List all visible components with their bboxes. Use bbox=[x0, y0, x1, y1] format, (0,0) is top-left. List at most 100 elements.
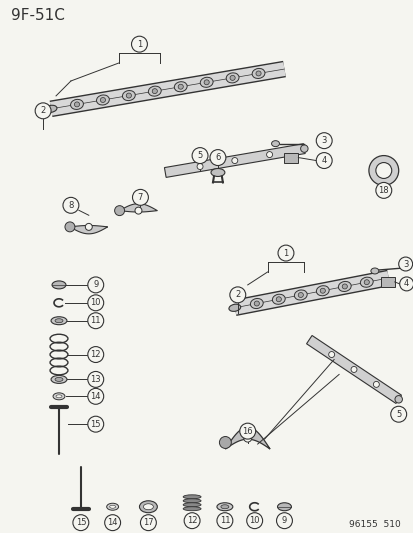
Ellipse shape bbox=[200, 77, 213, 87]
Circle shape bbox=[229, 287, 245, 303]
Circle shape bbox=[316, 133, 331, 149]
Text: 3: 3 bbox=[321, 136, 326, 145]
Circle shape bbox=[131, 36, 147, 52]
Ellipse shape bbox=[297, 293, 303, 297]
Ellipse shape bbox=[178, 84, 183, 89]
Bar bbox=[284, 152, 298, 163]
Circle shape bbox=[373, 382, 378, 387]
Circle shape bbox=[219, 437, 231, 448]
Circle shape bbox=[231, 158, 237, 164]
Circle shape bbox=[316, 152, 331, 168]
Ellipse shape bbox=[254, 301, 259, 306]
Text: 96155  510: 96155 510 bbox=[348, 520, 400, 529]
Text: 17: 17 bbox=[143, 518, 153, 527]
Circle shape bbox=[88, 389, 103, 404]
Ellipse shape bbox=[271, 141, 279, 147]
Text: 1: 1 bbox=[137, 39, 142, 49]
Text: 3: 3 bbox=[402, 260, 407, 269]
Text: 14: 14 bbox=[90, 392, 101, 401]
Circle shape bbox=[276, 513, 292, 529]
Text: 11: 11 bbox=[219, 516, 230, 525]
Ellipse shape bbox=[52, 281, 66, 289]
Text: 18: 18 bbox=[377, 186, 388, 195]
Circle shape bbox=[192, 148, 207, 164]
Ellipse shape bbox=[319, 288, 325, 293]
Ellipse shape bbox=[70, 99, 83, 109]
Circle shape bbox=[88, 372, 103, 387]
Bar bbox=[380, 277, 394, 287]
Circle shape bbox=[184, 513, 199, 529]
Circle shape bbox=[278, 245, 293, 261]
Circle shape bbox=[399, 277, 413, 291]
Circle shape bbox=[88, 416, 103, 432]
Circle shape bbox=[390, 406, 406, 422]
Ellipse shape bbox=[211, 168, 224, 176]
Ellipse shape bbox=[216, 503, 232, 511]
Circle shape bbox=[239, 423, 255, 439]
Circle shape bbox=[350, 367, 356, 373]
Ellipse shape bbox=[250, 298, 263, 309]
Text: 10: 10 bbox=[90, 298, 101, 308]
Text: 2: 2 bbox=[40, 106, 45, 115]
Ellipse shape bbox=[122, 91, 135, 101]
Ellipse shape bbox=[143, 504, 153, 510]
Text: 15: 15 bbox=[76, 518, 86, 527]
Text: 7: 7 bbox=[138, 193, 143, 202]
Circle shape bbox=[88, 346, 103, 362]
Circle shape bbox=[88, 313, 103, 329]
Circle shape bbox=[35, 103, 51, 119]
Ellipse shape bbox=[56, 395, 62, 398]
Circle shape bbox=[85, 223, 92, 230]
Circle shape bbox=[135, 207, 142, 214]
Text: 14: 14 bbox=[107, 518, 118, 527]
Circle shape bbox=[368, 156, 398, 185]
Circle shape bbox=[216, 513, 232, 529]
Ellipse shape bbox=[183, 507, 201, 511]
Ellipse shape bbox=[394, 395, 401, 403]
Ellipse shape bbox=[221, 505, 228, 508]
Ellipse shape bbox=[183, 495, 201, 499]
Text: 12: 12 bbox=[186, 516, 197, 525]
Ellipse shape bbox=[74, 102, 79, 107]
Circle shape bbox=[88, 295, 103, 311]
Text: 12: 12 bbox=[90, 350, 101, 359]
Polygon shape bbox=[70, 225, 107, 234]
Text: 13: 13 bbox=[90, 375, 101, 384]
Text: 9: 9 bbox=[281, 516, 286, 525]
Ellipse shape bbox=[275, 297, 281, 302]
Ellipse shape bbox=[45, 105, 57, 112]
Circle shape bbox=[88, 277, 103, 293]
Ellipse shape bbox=[126, 93, 131, 98]
Ellipse shape bbox=[55, 319, 63, 322]
Circle shape bbox=[63, 197, 78, 213]
Ellipse shape bbox=[272, 294, 285, 304]
Ellipse shape bbox=[252, 68, 264, 78]
Ellipse shape bbox=[204, 80, 209, 85]
Circle shape bbox=[209, 150, 225, 166]
Ellipse shape bbox=[148, 86, 161, 96]
Circle shape bbox=[65, 222, 75, 232]
Ellipse shape bbox=[51, 375, 67, 383]
Ellipse shape bbox=[300, 145, 307, 152]
Ellipse shape bbox=[230, 75, 235, 80]
Ellipse shape bbox=[225, 73, 238, 83]
Ellipse shape bbox=[363, 280, 368, 285]
Ellipse shape bbox=[316, 286, 328, 296]
Polygon shape bbox=[306, 335, 401, 403]
Ellipse shape bbox=[255, 71, 261, 76]
Text: 4: 4 bbox=[321, 156, 326, 165]
Ellipse shape bbox=[152, 88, 157, 94]
Text: 5: 5 bbox=[395, 410, 400, 419]
Polygon shape bbox=[119, 204, 157, 212]
Circle shape bbox=[375, 163, 391, 179]
Text: 1: 1 bbox=[282, 248, 288, 257]
Circle shape bbox=[132, 189, 148, 205]
Ellipse shape bbox=[55, 377, 63, 382]
Text: 9F-51C: 9F-51C bbox=[11, 8, 65, 23]
Ellipse shape bbox=[370, 268, 378, 274]
Ellipse shape bbox=[96, 95, 109, 105]
Text: 15: 15 bbox=[90, 419, 101, 429]
Circle shape bbox=[398, 257, 412, 271]
Polygon shape bbox=[225, 427, 269, 449]
Ellipse shape bbox=[337, 281, 350, 292]
